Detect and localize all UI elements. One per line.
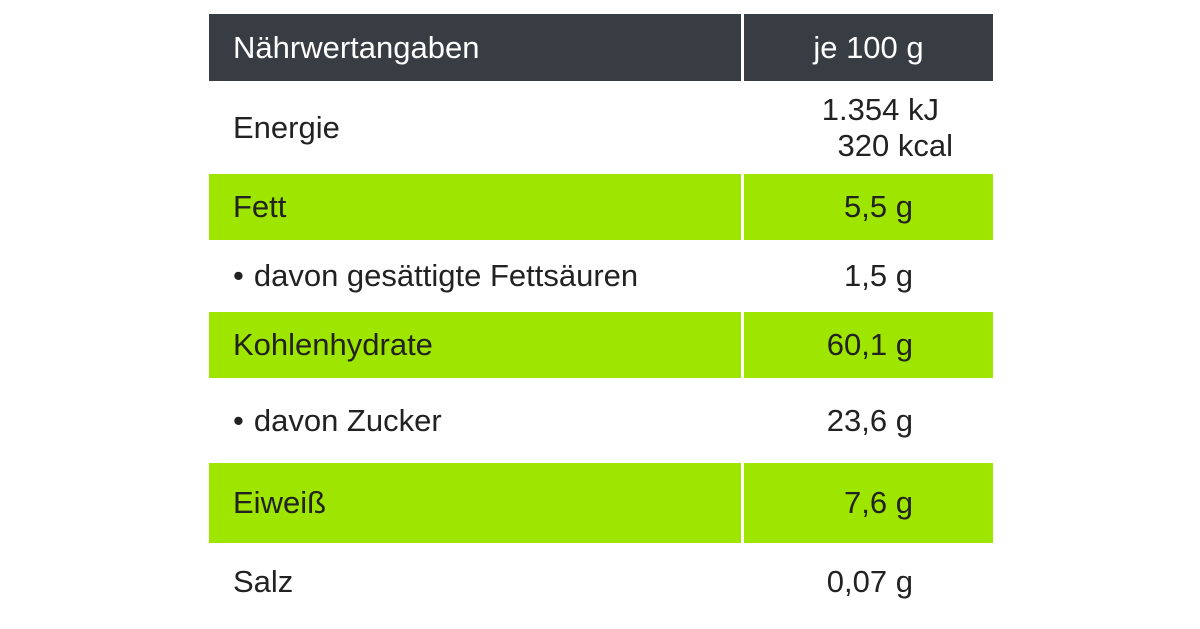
table-row-energie: Energie 1.354 kJ 320 kcal [209, 81, 993, 174]
column-divider [741, 543, 744, 621]
column-divider [741, 378, 744, 463]
bullet-icon: • [233, 258, 244, 293]
table-row-kohlenhydrate: Kohlenhydrate 60,1 g [209, 312, 993, 378]
row-label: Kohlenhydrate [233, 327, 433, 362]
column-divider [741, 174, 744, 240]
column-divider [741, 312, 744, 378]
row-label: • davon gesättigte Fettsäuren [209, 240, 741, 312]
table-row-zucker: • davon Zucker 23,6 g [209, 378, 993, 463]
energy-kcal: 320 kcal [837, 127, 953, 163]
row-label: Energie [233, 109, 340, 145]
row-value: 60,1 g [826, 327, 913, 362]
row-label: Salz [233, 564, 294, 599]
header-label: Nährwertangaben [233, 29, 480, 65]
table-row-fett: Fett 5,5 g [209, 174, 993, 240]
row-label: • davon Zucker [209, 378, 741, 463]
energy-values: 1.354 kJ 320 kcal [822, 92, 953, 164]
table-row-gesaettigte-fettsaeuren: • davon gesättigte Fettsäuren 1,5 g [209, 240, 993, 312]
row-label-text: davon gesättigte Fettsäuren [253, 258, 639, 293]
column-divider [741, 463, 744, 543]
nutrition-table: Nährwertangaben je 100 g Energie 1.354 k… [209, 14, 993, 621]
table-header-row: Nährwertangaben je 100 g [209, 14, 993, 81]
row-label: Eiweiß [233, 485, 327, 520]
bullet-icon: • [233, 402, 244, 438]
row-value: 0,07 g [826, 564, 913, 599]
table-row-eiweiss: Eiweiß 7,6 g [209, 463, 993, 543]
table-row-salz: Salz 0,07 g [209, 543, 993, 621]
column-divider [741, 14, 744, 81]
row-value: 5,5 g [844, 189, 913, 224]
energy-kj: 1.354 kJ [821, 91, 939, 127]
row-value: 1.354 kJ 320 kcal [744, 81, 993, 174]
row-value: 23,6 g [826, 402, 913, 438]
column-divider [741, 81, 744, 174]
row-label-text: davon Zucker [253, 402, 442, 438]
column-divider [741, 240, 744, 312]
header-value: je 100 g [813, 29, 924, 65]
row-value: 1,5 g [844, 258, 913, 293]
row-value: 7,6 g [844, 485, 913, 520]
row-label: Fett [233, 189, 287, 224]
